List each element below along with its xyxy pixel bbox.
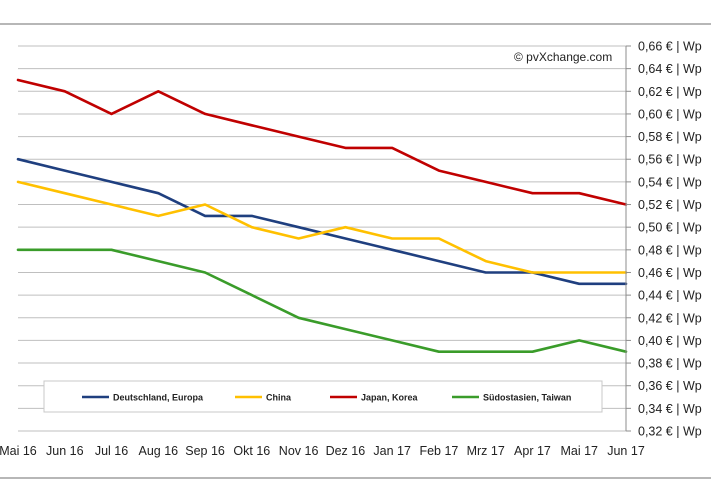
y-tick-label: 0,32 € | Wp bbox=[638, 425, 702, 439]
x-tick-label: Jan 17 bbox=[373, 444, 411, 458]
y-tick-label: 0,52 € | Wp bbox=[638, 198, 702, 212]
gridlines bbox=[18, 45, 626, 432]
x-tick-label: Aug 16 bbox=[138, 444, 178, 458]
y-axis-ticks: 0,66 € | Wp 0,64 € | Wp 0,62 € | Wp 0,60 € … bbox=[625, 40, 702, 439]
series-line bbox=[16, 157, 628, 286]
y-tick-label: 0,40 € | Wp bbox=[638, 334, 702, 348]
legend-label: China bbox=[266, 393, 292, 403]
y-tick-label: 0,60 € | Wp bbox=[638, 107, 702, 121]
x-tick-label: Dez 16 bbox=[326, 444, 366, 458]
x-tick-label: Nov 16 bbox=[279, 444, 319, 458]
x-tick-label: Jul 16 bbox=[95, 444, 128, 458]
series-line bbox=[16, 78, 628, 206]
x-axis-ticks: Mai 16 Jun 16 Jul 16 Aug 16 Sep 16 Okt 16 Nov … bbox=[0, 444, 645, 458]
series-line bbox=[16, 180, 628, 274]
x-tick-label: Okt 16 bbox=[233, 444, 270, 458]
legend: Deutschland, Europa China Japan, Korea Südo… bbox=[43, 380, 603, 413]
y-tick-label: 0,46 € | Wp bbox=[638, 266, 702, 280]
y-tick-label: 0,64 € | Wp bbox=[638, 62, 702, 76]
legend-box bbox=[43, 380, 603, 413]
y-tick-label: 0,56 € | Wp bbox=[638, 153, 702, 167]
y-tick-label: 0,66 € | Wp bbox=[638, 40, 702, 54]
series-layer bbox=[16, 78, 628, 354]
chart-frame bbox=[0, 23, 711, 479]
series-line bbox=[16, 248, 628, 354]
x-tick-label: Mai 17 bbox=[560, 444, 598, 458]
legend-label: Südostasien, Taiwan bbox=[483, 393, 571, 403]
y-tick-label: 0,58 € | Wp bbox=[638, 130, 702, 144]
y-tick-label: 0,54 € | Wp bbox=[638, 175, 702, 189]
x-tick-label: Mrz 17 bbox=[467, 444, 505, 458]
y-tick-label: 0,34 € | Wp bbox=[638, 402, 702, 416]
y-tick-label: 0,62 € | Wp bbox=[638, 85, 702, 99]
y-tick-label: 0,48 € | Wp bbox=[638, 243, 702, 257]
y-tick-label: 0,38 € | Wp bbox=[638, 357, 702, 371]
legend-label: Deutschland, Europa bbox=[113, 393, 204, 403]
y-tick-label: 0,44 € | Wp bbox=[638, 289, 702, 303]
y-tick-label: 0,36 € | Wp bbox=[638, 379, 702, 393]
y-tick-label: 0,50 € | Wp bbox=[638, 221, 702, 235]
legend-label: Japan, Korea bbox=[361, 393, 419, 403]
x-tick-label: Feb 17 bbox=[419, 444, 458, 458]
y-tick-label: 0,42 € | Wp bbox=[638, 311, 702, 325]
copyright-annotation: © pvXchange.com bbox=[514, 50, 612, 64]
x-tick-label: Jun 17 bbox=[607, 444, 645, 458]
x-tick-label: Jun 16 bbox=[46, 444, 84, 458]
x-tick-label: Apr 17 bbox=[514, 444, 551, 458]
x-tick-label: Mai 16 bbox=[0, 444, 37, 458]
x-tick-label: Sep 16 bbox=[185, 444, 225, 458]
